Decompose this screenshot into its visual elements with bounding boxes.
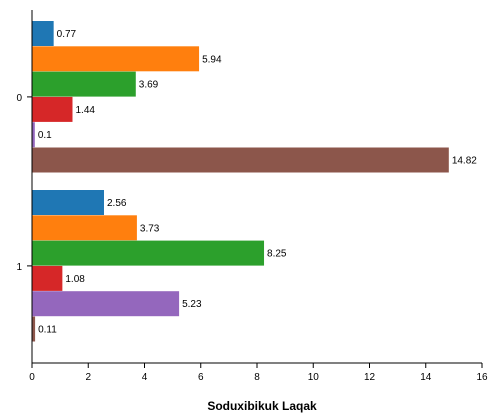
x-tick-label-8: 8: [254, 372, 260, 383]
x-tick-label-6: 6: [198, 372, 204, 383]
x-tick-label-12: 12: [364, 372, 376, 383]
bar-cat-1-series-0: [32, 190, 104, 215]
bar-cat-1-series-3: [32, 265, 63, 291]
value-label-cat-1-series-3: 1.08: [65, 274, 85, 285]
value-label-cat-1-series-0: 2.56: [107, 198, 127, 209]
bar-cat-0-series-5: [32, 147, 449, 173]
bar-cat-1-series-2: [32, 240, 265, 266]
value-label-cat-0-series-4: 0.1: [38, 130, 52, 141]
x-tick-label-0: 0: [29, 372, 35, 383]
y-tick-label-1: 1: [16, 262, 22, 273]
x-axis-title: Soduxibikuk Laqak: [207, 399, 317, 413]
bar-cat-1-series-1: [32, 215, 137, 241]
value-label-cat-0-series-5: 14.82: [452, 156, 477, 167]
bar-cat-1-series-5: [32, 316, 36, 342]
bar-cat-0-series-0: [32, 21, 54, 46]
value-label-cat-1-series-2: 8.25: [267, 249, 287, 260]
x-tick-label-16: 16: [476, 372, 488, 383]
x-tick-label-4: 4: [142, 372, 148, 383]
value-label-cat-0-series-1: 5.94: [202, 54, 222, 65]
value-label-cat-0-series-0: 0.77: [57, 29, 77, 40]
bar-cat-1-series-4: [32, 291, 180, 317]
x-axis-ticks: 0 2 4 6 8 10 12 14 16: [29, 363, 488, 383]
bar-cat-0-series-2: [32, 71, 136, 97]
value-label-cat-1-series-4: 5.23: [182, 299, 202, 310]
bar-cat-0-series-4: [32, 122, 35, 148]
bar-cat-0-series-1: [32, 46, 200, 72]
y-axis-ticks: 01: [16, 93, 32, 273]
y-tick-label-0: 0: [16, 93, 22, 104]
bar-cat-0-series-3: [32, 96, 73, 122]
value-label-cat-0-series-2: 3.69: [139, 80, 159, 91]
value-label-cat-1-series-5: 0.11: [38, 325, 57, 336]
value-label-cat-1-series-1: 3.73: [140, 223, 160, 234]
x-tick-label-14: 14: [420, 372, 432, 383]
x-tick-label-10: 10: [308, 372, 320, 383]
x-tick-label-2: 2: [85, 372, 91, 383]
bar-group: [32, 21, 449, 342]
value-labels: 0.77 5.94 3.69 1.44 0.1 14.82 2.56 3.73 8.25 1.08…: [38, 29, 477, 336]
value-label-cat-0-series-3: 1.44: [76, 105, 96, 116]
